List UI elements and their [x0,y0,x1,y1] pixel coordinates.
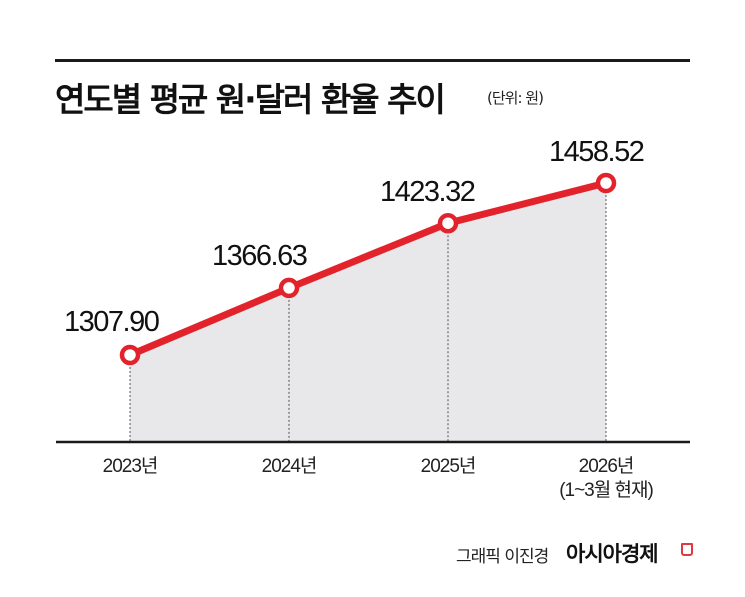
value-label-2024: 1366.63 [212,240,308,272]
chart-title: 연도별 평균 원·달러 환율 추이 [55,80,446,119]
unit-label: (단위: 원) [487,89,544,107]
x-label-2023: 2023년 [60,455,200,479]
brand-mark-icon [681,543,693,556]
data-point-marker [437,212,459,234]
value-label-2025: 1423.32 [380,176,476,208]
value-label-2026: 1458.52 [549,136,645,168]
drop-lines [129,191,607,442]
value-label-2023: 1307.90 [64,306,160,338]
x-label-line2: (1~3월 현재) [559,480,654,501]
brand-logo: 아시아경제 [566,542,659,566]
data-markers [119,172,617,366]
x-label-2025: 2025년 [378,455,518,479]
data-point-marker [119,344,141,366]
data-point-marker [278,277,300,299]
x-label-line1: 2024년 [261,456,318,477]
data-point-marker [595,172,617,194]
x-label-2024: 2024년 [219,455,359,479]
x-label-line1: 2023년 [102,456,159,477]
x-label-line1: 2025년 [420,456,477,477]
area-fill [130,183,606,442]
top-rule [55,59,690,62]
x-label-line1: 2026년 [578,456,635,477]
x-label-2026: 2026년 (1~3월 현재) [536,455,676,503]
graphic-credit: 그래픽 이진경 [456,547,549,567]
data-line [126,179,610,359]
